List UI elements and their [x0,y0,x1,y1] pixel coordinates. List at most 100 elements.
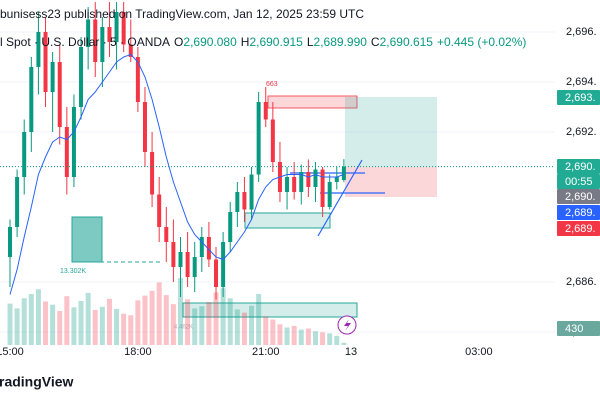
candle-body [157,194,162,227]
volume-bar [57,311,63,345]
ohlc-key: L [307,35,314,49]
volume-bar [106,298,112,345]
volume-bar [43,301,49,345]
footer-brand: radingView [0,374,74,390]
volume-bar [220,288,226,345]
volume-bar [85,292,91,345]
volume-label: 4.462K [174,325,193,331]
alert-icon-bolt [344,319,351,331]
candle-body [79,47,84,107]
candle-body [57,62,62,127]
zone-box [244,212,331,229]
candle-body [150,152,155,195]
candle-body [93,19,98,62]
price-tag-label: 00:55 [565,176,593,188]
candle-body [192,257,197,277]
volume-bar [28,294,34,345]
volume-bar [320,332,326,345]
volume-bar [234,309,240,345]
volume-bar [142,295,148,345]
candle-body [8,227,12,257]
candle-body [142,102,147,152]
y-tick-label: 2,686. [566,276,597,288]
candle-body [320,169,325,207]
candle-body [306,172,311,187]
price-tag [557,205,600,220]
stop-zone [345,167,437,197]
volume-bar [35,289,41,345]
volume-bar [177,278,183,345]
symbol: l Spot · U.S. Dollar · 5 · OANDA [0,35,170,49]
ohlc-value: 2,690.915 [249,35,303,49]
x-tick-label: 21:00 [252,346,280,358]
price-tag [557,90,600,105]
candle-body [334,177,339,182]
volume-bar [78,300,84,345]
price-tag-label: 430 [565,323,583,335]
marks [0,2,555,345]
y-tick-label: 2,694. [566,76,597,88]
volume-bar [99,306,105,345]
candle-body [71,107,76,177]
zone-box [267,95,358,109]
candle-body [43,32,48,92]
candle-body [50,62,55,92]
volume-bar [213,292,219,345]
volume-bar [14,308,20,345]
y-tick-label: 2,696. [566,26,597,38]
candle-body [270,119,275,162]
ohlc-key: H [241,35,250,49]
volume-bar [50,304,56,345]
x-tick-label: 15:00 [0,346,24,358]
volume-bar [263,316,269,345]
volume-bar [327,333,333,345]
volume-bar [341,342,347,345]
candle-body [107,27,112,42]
candle-body [214,259,219,287]
volume-bar [270,319,276,345]
volume-bar [7,303,13,345]
target-zone [345,97,437,167]
price-tag [557,321,600,336]
price-tag-label: 2,690. [565,191,596,203]
candle-body [86,19,91,47]
x-tick-label: 13 [345,346,357,358]
change: +0.445 (+0.02%) [437,35,526,49]
volume-bar [21,298,27,345]
candle-body [249,174,254,210]
candle-body [29,67,34,132]
candle-body [292,177,297,192]
price-tag [557,159,600,174]
price-tag [557,221,600,236]
volume-bar [185,299,191,345]
volume-bar [298,329,304,345]
volume-bar [284,327,290,345]
volume-bar [256,294,262,345]
symbol-line: l Spot · U.S. Dollar · 5 · OANDA O2,690.0… [0,35,526,49]
publish-line: bunisess23 published on TradingView.com,… [0,7,364,21]
candle-body [221,242,226,287]
price-tag [557,189,600,204]
volume-bar [64,296,70,345]
candle-body [135,57,140,102]
volume-bar [249,305,255,345]
volume-bar [128,315,134,345]
volume-bar [156,282,162,345]
volume-bar [334,335,340,345]
candle-body [285,177,290,192]
volume-bar [241,312,247,345]
volume-label: 13.302K [60,268,86,275]
x-tick-label: 18:00 [124,346,152,358]
volume-bar [149,290,155,345]
moving-average [9,53,345,295]
volume-bar [71,307,77,345]
candle-body [100,27,105,62]
candle-body [64,127,69,177]
price-tag-label: 2,689. [565,207,596,219]
volume-bar [170,304,176,345]
candle-body [36,32,41,67]
candle-body [164,227,169,242]
candle-body [263,102,268,120]
